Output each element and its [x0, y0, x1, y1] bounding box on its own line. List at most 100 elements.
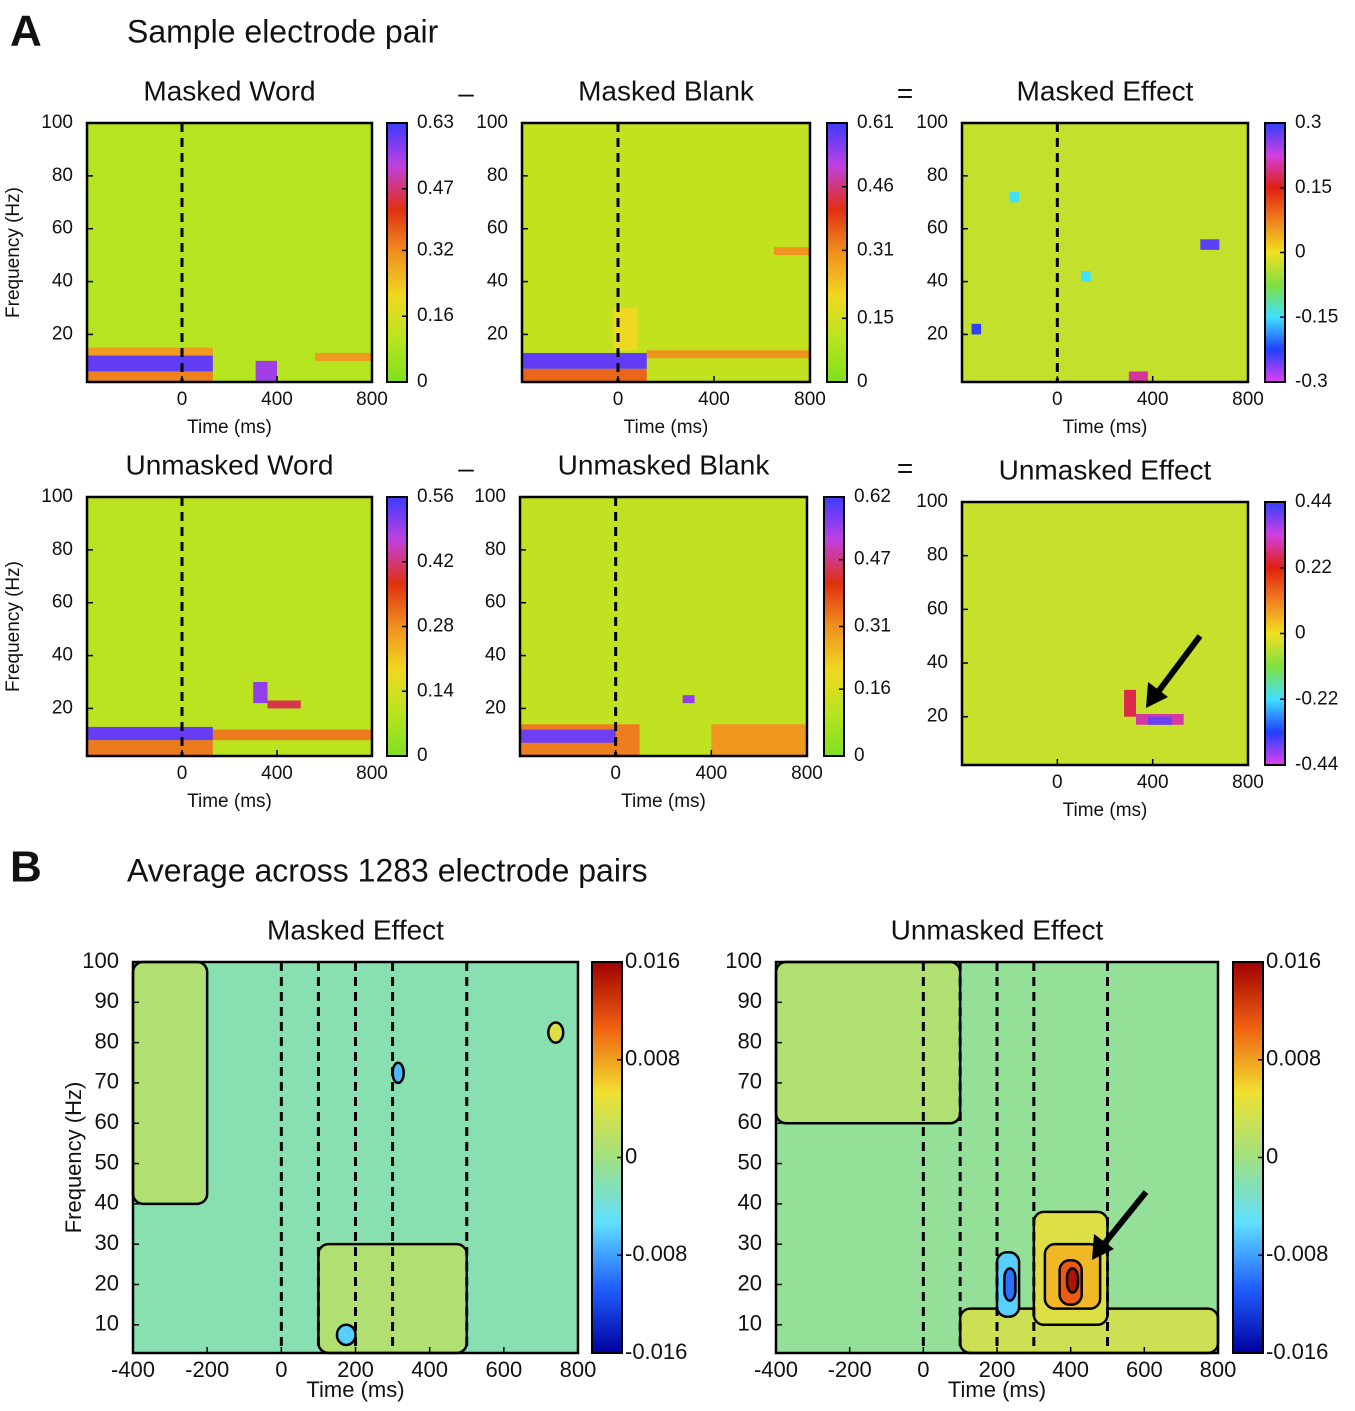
x-tick-label: 800 — [1232, 389, 1264, 410]
heatmap-region — [522, 352, 647, 369]
operator: – — [458, 452, 474, 483]
y-tick-label: 60 — [485, 592, 506, 613]
colorbar-tick-label: 0.31 — [857, 239, 894, 260]
panel-title: Average across 1283 electrode pairs — [127, 852, 648, 888]
colorbar-tick-label: 0 — [857, 371, 868, 392]
heatmap-region — [1003, 1267, 1017, 1302]
y-tick-label: 60 — [95, 1109, 119, 1134]
heatmap-background — [962, 502, 1248, 765]
x-axis-label: Time (ms) — [624, 417, 709, 438]
heatmap-region — [87, 726, 213, 741]
colorbar — [386, 122, 408, 383]
y-tick-label: 20 — [95, 1270, 119, 1295]
x-axis-label: Time (ms) — [621, 791, 706, 812]
colorbar-tick-label: 0.008 — [625, 1046, 680, 1071]
chart: Unmasked Effect 0 400 800 20 40 60 80 100 Time (m… — [916, 454, 1338, 821]
y-tick-label: 20 — [487, 323, 508, 344]
heatmap-region — [1200, 239, 1220, 250]
y-tick-label: 90 — [738, 988, 762, 1013]
x-axis-label: Time (ms) — [1063, 800, 1148, 821]
colorbar-tick-label: -0.44 — [1295, 754, 1339, 775]
colorbar-tick-label: -0.016 — [1266, 1339, 1328, 1364]
chart-title: Masked Effect — [267, 914, 444, 945]
colorbar-tick-label: -0.008 — [1266, 1241, 1328, 1266]
x-tick-label: 400 — [698, 389, 730, 410]
y-tick-label: 20 — [485, 697, 506, 718]
heatmap-region — [520, 729, 616, 743]
x-tick-label: 0 — [275, 1357, 287, 1382]
colorbar-tick-label: 0.56 — [417, 486, 454, 507]
colorbar-tick-label: 0.47 — [854, 549, 891, 570]
heatmap-region — [1009, 191, 1020, 203]
chart-title: Unmasked Effect — [891, 914, 1104, 945]
y-tick-label: 30 — [738, 1230, 762, 1255]
y-tick-label: 20 — [927, 323, 948, 344]
y-tick-label: 40 — [738, 1190, 762, 1215]
heatmap-region — [255, 360, 277, 382]
x-tick-label: -200 — [828, 1357, 872, 1382]
colorbar-tick-label: -0.008 — [625, 1241, 687, 1266]
x-tick-label: 400 — [261, 389, 293, 410]
colorbar-tick-label: 0.16 — [417, 305, 454, 326]
colorbar-tick-label: 0.44 — [1295, 491, 1332, 512]
y-tick-label: 100 — [916, 112, 948, 133]
colorbar-tick-label: 0.016 — [625, 948, 680, 973]
x-axis-label: Time (ms) — [948, 1377, 1046, 1402]
y-tick-label: 20 — [52, 697, 73, 718]
heatmap-region — [267, 700, 301, 709]
y-tick-label: 40 — [52, 271, 73, 292]
y-tick-label: 80 — [927, 545, 948, 566]
arrow — [1146, 634, 1203, 708]
heatmap-region — [522, 368, 647, 382]
plot-frame — [85, 121, 374, 384]
x-tick-label: 400 — [1052, 1357, 1089, 1382]
y-tick-label: 60 — [927, 218, 948, 239]
x-tick-label: 400 — [261, 763, 293, 784]
y-tick-label: 60 — [52, 592, 73, 613]
y-tick-label: 20 — [738, 1270, 762, 1295]
x-tick-label: 0 — [1052, 772, 1063, 793]
colorbar-tick-label: 0.14 — [417, 680, 454, 701]
colorbar-tick-label: 0 — [854, 745, 865, 766]
y-tick-label: 60 — [738, 1109, 762, 1134]
x-tick-label: 0 — [177, 389, 188, 410]
colorbar-tick-label: -0.15 — [1295, 306, 1338, 327]
y-tick-label: 50 — [95, 1149, 119, 1174]
heatmap-region — [682, 695, 695, 704]
y-tick-label: 40 — [927, 271, 948, 292]
y-tick-label: 100 — [82, 948, 119, 973]
chart: Masked Word 0 400 800 20 40 60 80 100 Time (ms) Fr… — [3, 75, 454, 438]
colorbar-tick-label: 0.62 — [854, 486, 891, 507]
chart: Unmasked Word 0 400 800 20 40 60 80 100 Time (ms)… — [3, 449, 454, 812]
colorbar-tick-label: 0.32 — [417, 239, 454, 260]
plot-frame — [520, 121, 812, 384]
x-tick-label: 800 — [1200, 1357, 1237, 1382]
colorbar-tick-label: -0.3 — [1295, 371, 1328, 392]
chart-title: Unmasked Effect — [999, 454, 1212, 485]
y-tick-label: 40 — [52, 645, 73, 666]
chart-title: Masked Blank — [578, 75, 755, 106]
heatmap-region — [87, 371, 213, 382]
y-tick-label: 10 — [738, 1311, 762, 1336]
y-tick-label: 40 — [485, 645, 506, 666]
y-tick-label: 100 — [41, 112, 73, 133]
operator: = — [897, 452, 913, 483]
y-tick-label: 100 — [474, 486, 506, 507]
x-tick-label: -400 — [754, 1357, 798, 1382]
y-tick-label: 60 — [52, 218, 73, 239]
heatmap-region — [774, 247, 810, 256]
colorbar-tick-label: 0.16 — [854, 678, 891, 699]
colorbar-tick-label: 0 — [417, 371, 428, 392]
x-tick-label: 200 — [337, 1357, 374, 1382]
plot-frame — [960, 500, 1250, 767]
panel-title: Sample electrode pair — [127, 13, 439, 49]
x-tick-label: 800 — [1232, 772, 1264, 793]
y-tick-label: 70 — [95, 1069, 119, 1094]
colorbar-tick-label: 0 — [417, 745, 428, 766]
heatmap-background — [87, 123, 372, 382]
heatmap-region — [87, 355, 213, 372]
colorbar-tick-label: 0 — [1266, 1143, 1278, 1168]
y-tick-label: 100 — [41, 486, 73, 507]
heatmap-background — [520, 497, 807, 756]
